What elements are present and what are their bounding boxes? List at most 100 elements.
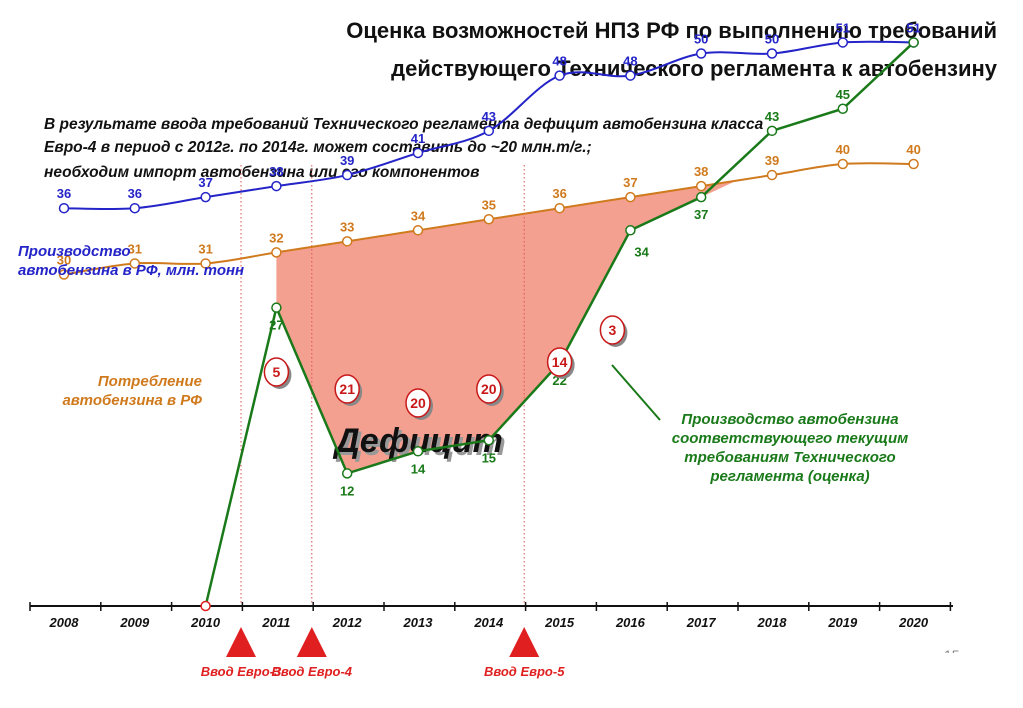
compliant-label-line2: соответствующего текущим <box>671 430 909 447</box>
deficit-badge <box>263 357 290 387</box>
x-tick-label: 2017 <box>686 615 717 630</box>
consumption-point <box>341 236 353 247</box>
consumption-point <box>483 214 495 225</box>
consumption-point <box>200 258 211 269</box>
deficit-badge <box>476 374 502 404</box>
production-point <box>695 48 707 59</box>
consumption-value-label: 33 <box>340 219 354 234</box>
consumption-point <box>837 158 849 170</box>
production-value-label: 50 <box>765 32 779 47</box>
deficit-label-shadow: Дефицит <box>335 425 506 463</box>
x-tick-label: 2011 <box>261 615 290 630</box>
x-tick-label: 2015 <box>544 615 575 630</box>
deficit-badge-value: 14 <box>552 354 568 370</box>
consumption-label-line1: Потребление <box>97 373 202 390</box>
event-label-1: Ввод Евро-3 <box>201 664 282 679</box>
x-tick-label: 2012 <box>332 615 363 630</box>
consumption-value-label: 31 <box>198 241 212 256</box>
compliant-label-line4: регламента (оценка) <box>710 468 870 485</box>
production-point <box>766 48 778 59</box>
production-label-line2: автобензина в РФ, млн. тонн <box>18 262 245 279</box>
x-tick-label: 2008 <box>49 615 80 630</box>
production-label-line1: Производство <box>18 243 131 260</box>
event-marker-1 <box>226 627 256 657</box>
consumption-value-label: 31 <box>128 241 142 256</box>
consumption-value-label: 40 <box>906 142 920 157</box>
deficit-badge <box>334 374 360 404</box>
consumption-value-label: 35 <box>482 197 496 212</box>
compliant-value-label: 37 <box>694 207 708 222</box>
subtitle-line1: В результате ввода требований Техническо… <box>44 116 764 133</box>
production-value-label: 50 <box>694 32 708 47</box>
production-point <box>837 37 849 48</box>
production-point <box>58 202 70 214</box>
compliant-value-label: 12 <box>340 483 354 498</box>
production-value-label: 41 <box>411 131 425 146</box>
production-value-label: 51 <box>836 20 850 35</box>
consumption-point <box>58 269 70 280</box>
production-value-label: 43 <box>482 109 496 124</box>
compliant-point <box>200 600 211 612</box>
production-value-label: 39 <box>340 153 354 168</box>
consumption-label-line2: автобензина в РФ <box>62 392 202 409</box>
consumption-point <box>412 225 424 236</box>
x-tick-label: 2013 <box>403 615 434 630</box>
x-tick-label: 2009 <box>119 615 150 630</box>
compliant-point <box>341 468 353 479</box>
production-point <box>129 202 141 214</box>
page-number-mask <box>930 653 970 667</box>
consumption-value-label: 37 <box>623 175 637 190</box>
deficit-badge-value: 20 <box>481 381 497 397</box>
x-tick-label: 2014 <box>473 615 504 630</box>
compliant-point <box>695 191 707 203</box>
consumption-point <box>129 258 141 269</box>
consumption-value-label: 30 <box>57 253 71 268</box>
production-value-label: 48 <box>623 54 637 69</box>
compliant-point <box>625 225 636 236</box>
compliant-point <box>412 446 424 457</box>
production-value-label: 37 <box>198 175 212 190</box>
production-point <box>625 70 636 81</box>
consumption-point <box>766 169 778 181</box>
deficit-badge-value: 5 <box>273 364 281 380</box>
event-marker-3 <box>509 627 540 657</box>
x-tick-label: 2010 <box>190 615 221 630</box>
event-marker-2 <box>296 627 327 657</box>
chart-title-line1: Оценка возможностей НПЗ РФ по выполнению… <box>346 18 997 43</box>
production-point <box>200 191 211 203</box>
deficit-badge-value: 21 <box>339 381 355 397</box>
compliant-value-label: 45 <box>836 87 850 102</box>
compliant-leader-line <box>611 364 661 421</box>
consumption-value-label: 32 <box>269 230 283 245</box>
production-point <box>412 147 424 159</box>
production-point <box>483 125 495 137</box>
production-value-label: 51 <box>906 20 920 35</box>
compliant-point <box>271 302 282 313</box>
production-value-label: 36 <box>57 186 71 201</box>
compliant-value-label: 15 <box>482 450 496 465</box>
compliant-value-label: 27 <box>269 318 283 333</box>
compliant-label: Производство автобензина соответствующег… <box>640 410 940 486</box>
compliant-point <box>908 37 919 48</box>
production-point <box>341 169 353 181</box>
consumption-value-label: 40 <box>836 142 850 157</box>
deficit-badge-value: 3 <box>609 322 617 338</box>
compliant-point <box>483 435 495 446</box>
production-value-label: 38 <box>269 164 283 179</box>
production-value-label: 36 <box>128 186 142 201</box>
production-value-label: 48 <box>552 54 566 69</box>
deficit-badge <box>405 388 431 418</box>
consumption-point <box>695 180 707 192</box>
consumption-point <box>554 202 565 214</box>
x-tick-label: 2018 <box>757 615 788 630</box>
compliant-value-label: 34 <box>634 244 649 259</box>
deficit-badge-value: 20 <box>410 395 426 411</box>
consumption-value-label: 36 <box>552 186 566 201</box>
event-label-3: Ввод Евро-5 <box>484 664 565 679</box>
deficit-badge <box>599 315 626 345</box>
consumption-label: Потребление автобензина в РФ <box>34 372 202 410</box>
production-label: Производство автобензина в РФ, млн. тонн <box>18 242 244 280</box>
consumption-point <box>271 247 282 258</box>
consumption-point <box>908 158 919 170</box>
